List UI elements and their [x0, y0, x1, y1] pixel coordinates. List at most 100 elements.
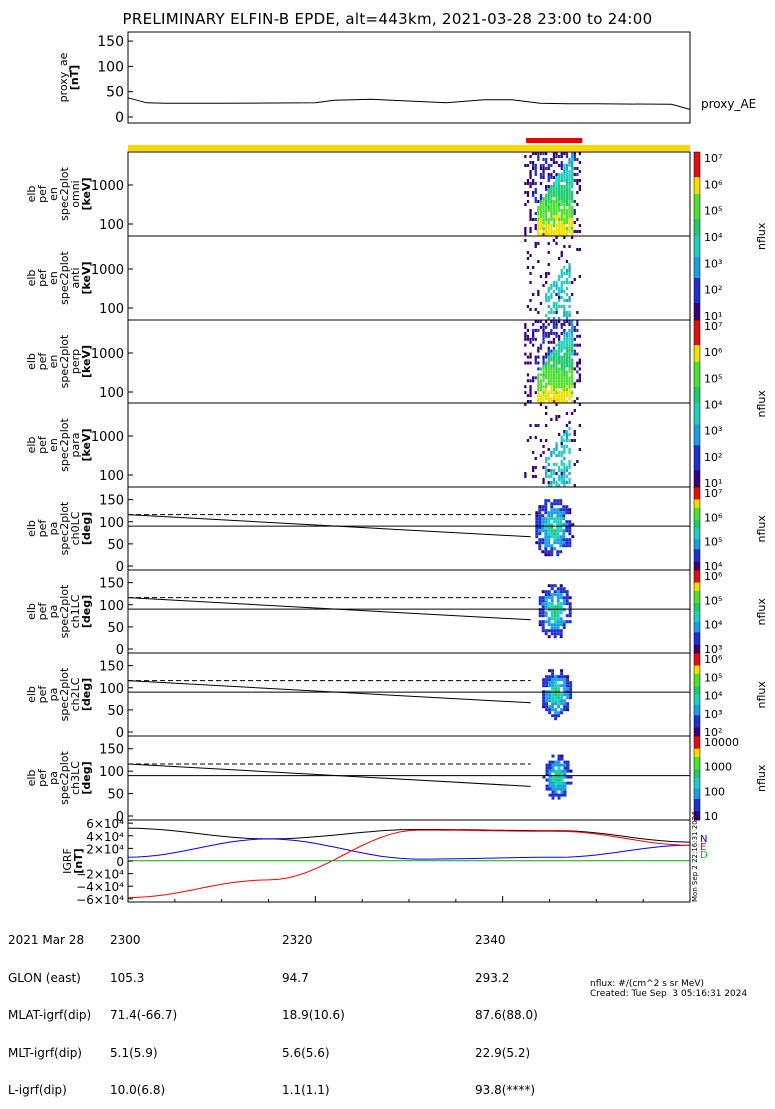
pa-bin [569, 696, 573, 700]
spectrogram-bin [560, 224, 563, 227]
pa-bin [569, 684, 573, 688]
pa-bin [566, 705, 570, 709]
spectrogram-bin [526, 337, 530, 341]
pa-bin [541, 623, 545, 627]
pa-bin [551, 714, 555, 718]
colorbar-segment [694, 407, 700, 413]
colorbar-tick-label: 10³ [704, 257, 722, 270]
spectrogram-bin [565, 317, 569, 320]
pa-bin [535, 532, 539, 536]
colorbar-segment [694, 361, 700, 367]
spectrogram-bin [555, 197, 558, 200]
colorbar-segment [694, 324, 700, 329]
pa-bin [548, 693, 552, 697]
pa-bin [559, 526, 563, 530]
pa-bin [559, 593, 563, 597]
colorbar-segment [694, 661, 700, 664]
spectrogram-bin [558, 400, 561, 403]
pa-bin [544, 602, 548, 606]
spectrogram-bin [539, 397, 543, 401]
pa-bin [544, 517, 548, 521]
colorbar-segment [694, 252, 700, 258]
pa-bin [550, 526, 554, 530]
colorbar-tick-label: 10² [704, 451, 722, 464]
spectrogram-bin [550, 176, 553, 179]
spectrogram-bin [532, 331, 535, 335]
pa-bin [553, 614, 557, 618]
spectrogram-bin [568, 311, 571, 314]
spectrogram-bin [529, 388, 532, 392]
spectrogram-bin [547, 197, 550, 200]
pa-bin [553, 511, 557, 515]
spectrogram-bin [542, 358, 545, 362]
spectrogram-bin [542, 400, 545, 403]
spectrogram-bin [537, 376, 540, 380]
spectrogram-bin [560, 194, 563, 197]
spectrogram-bin [563, 179, 566, 182]
spectrogram-bin [558, 176, 561, 179]
colorbar-segment [694, 549, 700, 552]
spectrogram-bin [560, 394, 563, 398]
colorbar-segment [694, 634, 700, 637]
spectrogram-bin [558, 370, 561, 374]
spectrogram-bin [565, 370, 569, 374]
pa-bin [554, 702, 558, 706]
spectrogram-bin [555, 194, 558, 197]
colorbar-segment [694, 495, 700, 498]
spectrogram-bin [568, 230, 571, 233]
spectrogram-bin [545, 466, 548, 469]
spectrogram-bin [558, 200, 561, 203]
spectrogram-bin [568, 266, 571, 269]
pa-bin [559, 632, 563, 636]
pa-bin [545, 681, 549, 685]
colorbar-segment [694, 696, 700, 700]
spectrogram-bin [542, 466, 545, 469]
pa-bin [565, 538, 569, 542]
spectrogram-bin [539, 182, 543, 185]
spectrogram-bin [529, 436, 532, 439]
spectrogram-bin [560, 284, 563, 287]
spectrogram-bin [552, 221, 556, 224]
pa-spectrogram-panel-8 [542, 754, 573, 800]
spectrogram-bin [560, 469, 563, 472]
pa-bin [556, 614, 560, 618]
pa-bin [551, 672, 555, 676]
spectrogram-bin [560, 367, 563, 371]
spectrogram-bin [560, 346, 563, 350]
pa-bin [551, 793, 555, 797]
pa-bin [568, 614, 572, 618]
spectrogram-bin [565, 182, 569, 185]
spectrogram-bin [552, 218, 556, 221]
colorbar-segment [694, 729, 700, 733]
pa-bin [553, 590, 557, 594]
pa-bin [563, 784, 567, 788]
pa-bin [545, 702, 549, 706]
spectrogram-bin [571, 152, 574, 155]
spectrogram-bin [550, 352, 553, 356]
spectrogram-bin [545, 299, 548, 302]
pa-bin [554, 717, 558, 721]
pa-bin [547, 544, 551, 548]
spectrogram-bin [537, 424, 540, 427]
spectrogram-bin [537, 388, 540, 392]
spectrogram-bin [571, 364, 574, 368]
spectrogram-bin [534, 182, 537, 185]
colorbar-segment [694, 547, 700, 550]
pa-bin [548, 772, 552, 776]
spectrogram-bin [565, 439, 569, 442]
spectrogram-bin [573, 430, 576, 433]
spectrogram-bin [560, 254, 563, 257]
spectrogram-bin [534, 191, 537, 194]
spectrogram-bin [565, 346, 569, 350]
pa-bin [559, 529, 563, 533]
pa-bin [551, 669, 555, 673]
spectrogram-bin [552, 361, 556, 365]
spectrogram-bin [555, 311, 558, 314]
ylabel-line: [keV] [80, 261, 93, 295]
spectrogram-bin [568, 215, 571, 218]
spectrogram-bin [565, 230, 569, 233]
spectrogram-bin [526, 191, 530, 194]
colorbar-tick-label: 10 [704, 810, 718, 823]
spectrogram-bin [571, 230, 574, 233]
colorbar-segment [694, 702, 700, 706]
